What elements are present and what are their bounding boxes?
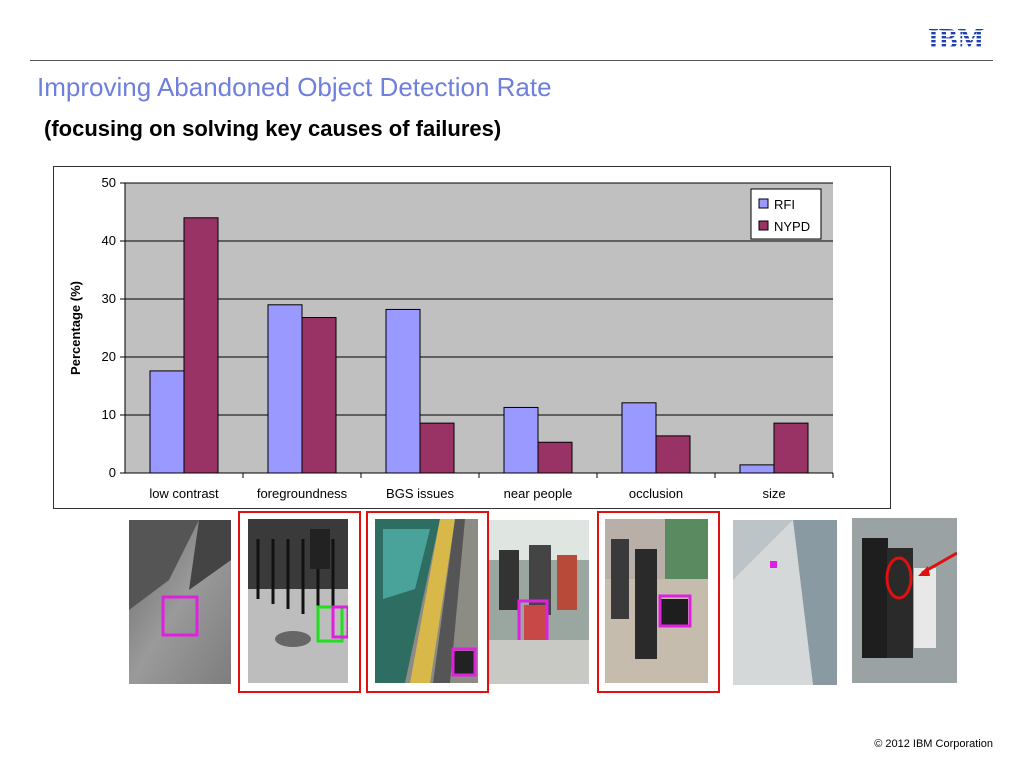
bar-rfi-bgs-issues <box>385 308 421 474</box>
ibm-logo: IBM <box>928 24 996 57</box>
bar-chart: 0 10 20 30 40 50 low contrast foregroundness BGS… <box>68 175 834 501</box>
y-tick-label: 40 <box>102 233 116 248</box>
example-image-occlusion <box>605 519 708 683</box>
y-axis-label: Percentage (%) <box>68 281 83 375</box>
x-tick-label: occlusion <box>629 486 683 501</box>
y-tick-label: 30 <box>102 291 116 306</box>
header-divider <box>30 60 993 61</box>
bar-nypd-low-contrast <box>183 217 219 474</box>
example-image-bgs-issues <box>375 519 478 683</box>
example-image-low-contrast <box>129 520 231 684</box>
example-image-size <box>733 520 837 685</box>
plot-area <box>125 183 833 473</box>
ibm-logo-text: IBM <box>928 24 984 52</box>
bar-nypd-size <box>773 422 809 474</box>
bar-rfi-near-people <box>503 406 539 474</box>
highlight-box-bgs-issues <box>366 511 489 693</box>
legend-swatch-nypd <box>758 220 769 231</box>
y-tick-label: 10 <box>102 407 116 422</box>
bar-rfi-low-contrast <box>149 370 185 474</box>
chart-frame: 0 10 20 30 40 50 low contrast foregroundness BGS… <box>53 166 891 509</box>
bar-nypd-foregroundness <box>301 317 337 474</box>
legend-box <box>750 188 822 240</box>
legend-swatch-rfi <box>758 198 769 209</box>
bar-rfi-foregroundness <box>267 304 303 474</box>
page-subtitle: (focusing on solving key causes of failu… <box>44 116 502 141</box>
highlight-box-occlusion <box>597 511 720 693</box>
copyright-text: © 2012 IBM Corporation <box>874 738 993 750</box>
bar-rfi-occlusion <box>621 402 657 474</box>
bar-nypd-occlusion <box>655 435 691 474</box>
bar-nypd-bgs-issues <box>419 422 455 474</box>
example-image-near-people <box>489 520 589 684</box>
y-tick-label: 20 <box>102 349 116 364</box>
x-tick-label: foregroundness <box>257 486 348 501</box>
legend-label-nypd: NYPD <box>774 219 810 234</box>
highlight-box-foregroundness <box>238 511 361 693</box>
y-tick-label: 50 <box>102 175 116 190</box>
example-image-person-with-bag <box>852 518 957 683</box>
x-tick-label: low contrast <box>149 486 219 501</box>
bar-rfi-size <box>739 464 775 474</box>
x-tick-label: size <box>762 486 785 501</box>
y-tick-label: 0 <box>109 465 116 480</box>
bar-nypd-near-people <box>537 441 573 474</box>
x-tick-label: BGS issues <box>386 486 454 501</box>
example-image-foregroundness <box>248 519 348 683</box>
page-title: Improving Abandoned Object Detection Rat… <box>37 72 552 102</box>
x-tick-label: near people <box>504 486 573 501</box>
legend-label-rfi: RFI <box>774 197 795 212</box>
